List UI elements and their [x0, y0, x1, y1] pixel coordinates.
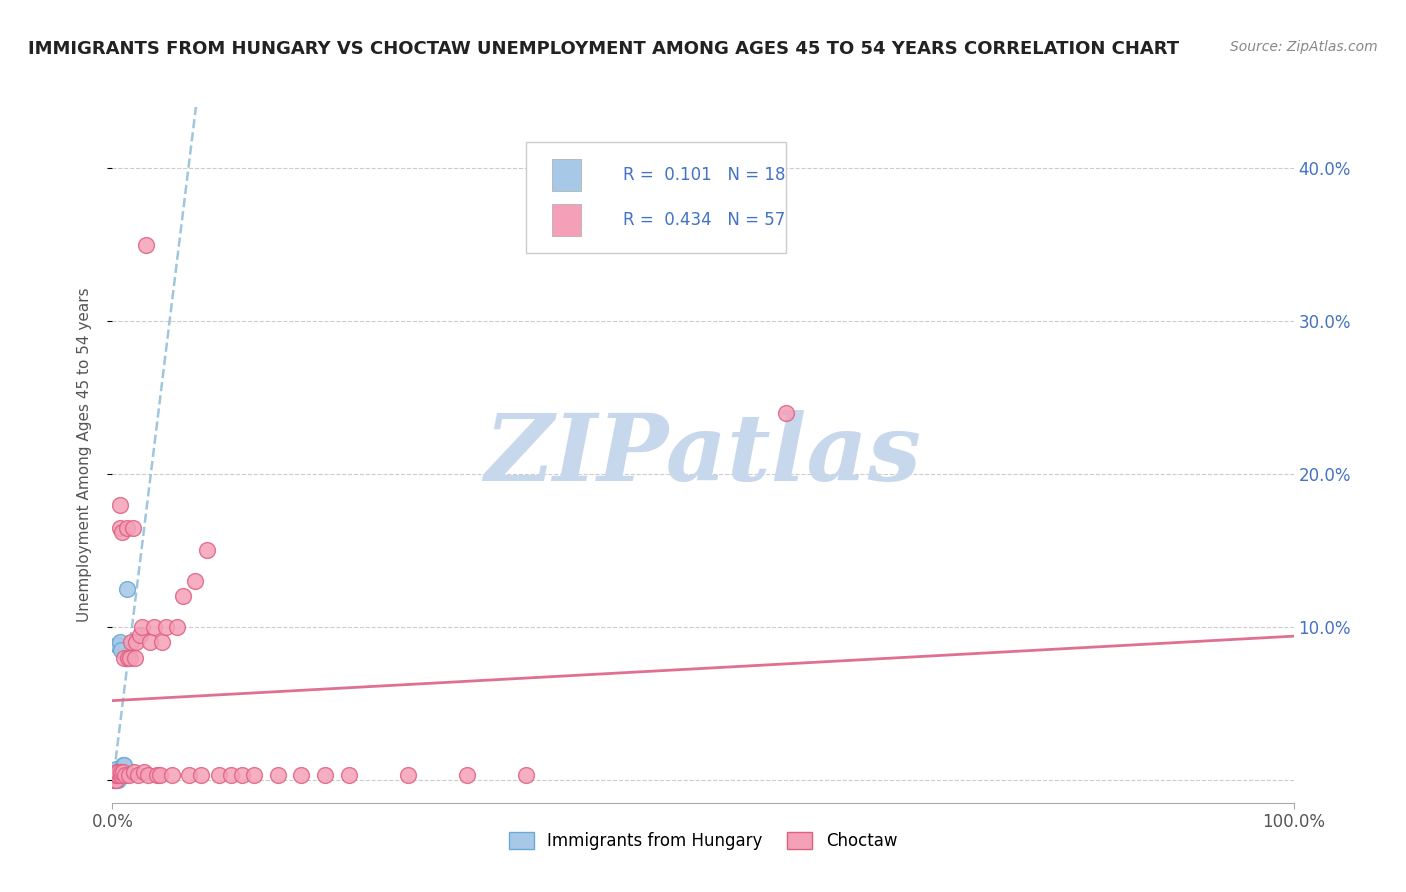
- Point: [110, 765, 132, 780]
- Point: [396, 768, 419, 782]
- Point: [112, 765, 135, 780]
- Point: [124, 650, 146, 665]
- Point: [127, 768, 149, 782]
- Point: [134, 765, 156, 780]
- Point: [105, 768, 128, 782]
- FancyBboxPatch shape: [551, 159, 581, 191]
- Point: [337, 768, 360, 782]
- Point: [103, 765, 125, 780]
- Point: [110, 768, 132, 782]
- Point: [105, 770, 128, 784]
- Point: [110, 643, 132, 657]
- Point: [105, 762, 128, 776]
- Point: [160, 768, 183, 782]
- Point: [190, 768, 212, 782]
- Point: [243, 768, 266, 782]
- FancyBboxPatch shape: [526, 142, 786, 253]
- Point: [108, 635, 131, 649]
- Point: [107, 768, 129, 782]
- Point: [104, 768, 127, 782]
- Point: [117, 650, 139, 665]
- Point: [112, 650, 135, 665]
- Point: [105, 772, 128, 787]
- Point: [125, 635, 148, 649]
- Text: R =  0.434   N = 57: R = 0.434 N = 57: [623, 211, 785, 229]
- Point: [172, 590, 194, 604]
- Text: IMMIGRANTS FROM HUNGARY VS CHOCTAW UNEMPLOYMENT AMONG AGES 45 TO 54 YEARS CORREL: IMMIGRANTS FROM HUNGARY VS CHOCTAW UNEMP…: [28, 40, 1180, 58]
- Point: [115, 520, 138, 534]
- Point: [112, 757, 135, 772]
- Point: [267, 768, 290, 782]
- Point: [456, 768, 478, 782]
- Point: [120, 635, 142, 649]
- Point: [179, 768, 201, 782]
- Point: [195, 543, 218, 558]
- Point: [107, 772, 129, 787]
- Point: [105, 768, 128, 782]
- Point: [166, 620, 188, 634]
- Point: [104, 768, 127, 782]
- Point: [107, 638, 129, 652]
- Text: R =  0.101   N = 18: R = 0.101 N = 18: [623, 166, 785, 184]
- Y-axis label: Unemployment Among Ages 45 to 54 years: Unemployment Among Ages 45 to 54 years: [77, 287, 91, 623]
- Point: [112, 757, 135, 772]
- Point: [105, 638, 128, 652]
- Point: [231, 768, 253, 782]
- Point: [105, 765, 128, 780]
- Point: [314, 768, 336, 782]
- Point: [118, 768, 141, 782]
- Point: [149, 768, 172, 782]
- Point: [131, 620, 153, 634]
- Point: [121, 520, 143, 534]
- Point: [775, 406, 797, 420]
- Point: [103, 772, 125, 787]
- Point: [114, 768, 136, 782]
- Point: [104, 772, 127, 787]
- Point: [108, 768, 131, 782]
- Point: [108, 498, 131, 512]
- Point: [105, 772, 128, 787]
- Text: ZIPatlas: ZIPatlas: [485, 410, 921, 500]
- Point: [111, 768, 134, 782]
- Point: [120, 650, 142, 665]
- Point: [111, 525, 134, 540]
- Point: [139, 635, 162, 649]
- Point: [107, 765, 129, 780]
- Point: [515, 768, 537, 782]
- Point: [115, 582, 138, 596]
- Point: [184, 574, 207, 588]
- Point: [208, 768, 231, 782]
- Point: [107, 765, 129, 780]
- Point: [150, 635, 173, 649]
- Point: [146, 768, 169, 782]
- Point: [136, 768, 159, 782]
- Legend: Immigrants from Hungary, Choctaw: Immigrants from Hungary, Choctaw: [502, 826, 904, 857]
- Point: [155, 620, 177, 634]
- Point: [128, 627, 150, 641]
- Point: [142, 620, 165, 634]
- Text: Source: ZipAtlas.com: Source: ZipAtlas.com: [1230, 40, 1378, 54]
- Point: [104, 772, 127, 787]
- Point: [122, 765, 145, 780]
- Point: [219, 768, 242, 782]
- Point: [105, 768, 128, 782]
- Point: [135, 237, 157, 252]
- FancyBboxPatch shape: [551, 204, 581, 235]
- Point: [108, 520, 131, 534]
- Point: [290, 768, 312, 782]
